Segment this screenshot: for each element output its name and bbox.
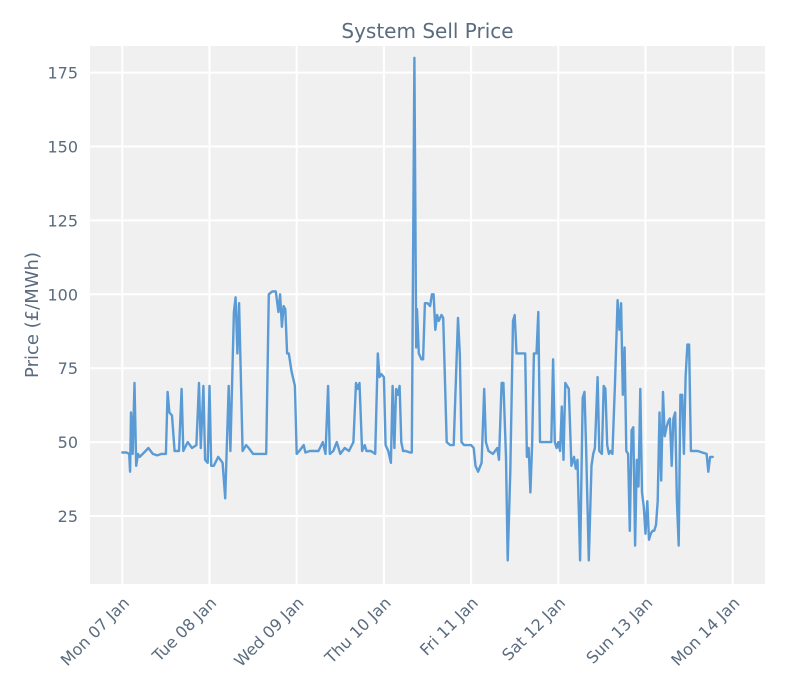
- y-tick-label: 125: [47, 211, 78, 230]
- y-axis-label: Price (£/MWh): [22, 252, 43, 378]
- y-tick-label: 75: [58, 359, 78, 378]
- y-tick-label: 100: [47, 285, 78, 304]
- y-axis-ticks: 25 50 75 100 125 150 175: [47, 64, 78, 526]
- x-tick-label: Tue 08 Jan: [148, 593, 221, 666]
- chart-title: System Sell Price: [341, 19, 513, 43]
- x-tick-label: Fri 11 Jan: [416, 593, 482, 659]
- grid-lines: [90, 46, 765, 584]
- x-tick-label: Sat 12 Jan: [498, 593, 569, 664]
- x-tick-label: Sun 13 Jan: [582, 593, 656, 667]
- y-tick-label: 50: [58, 433, 78, 452]
- y-tick-label: 175: [47, 64, 78, 83]
- x-tick-label: Mon 07 Jan: [57, 593, 133, 669]
- series-line-0: [121, 56, 714, 562]
- plot-background: [90, 46, 765, 584]
- x-tick-label: Thu 10 Jan: [320, 593, 394, 667]
- x-tick-label: Wed 09 Jan: [230, 593, 307, 670]
- y-tick-label: 150: [47, 138, 78, 157]
- series-layer: [121, 56, 714, 562]
- y-tick-label: 25: [58, 507, 78, 526]
- x-axis-ticks: Mon 07 Jan Tue 08 Jan Wed 09 Jan Thu 10 Jan…: [57, 593, 744, 670]
- x-tick-label: Mon 14 Jan: [667, 593, 743, 669]
